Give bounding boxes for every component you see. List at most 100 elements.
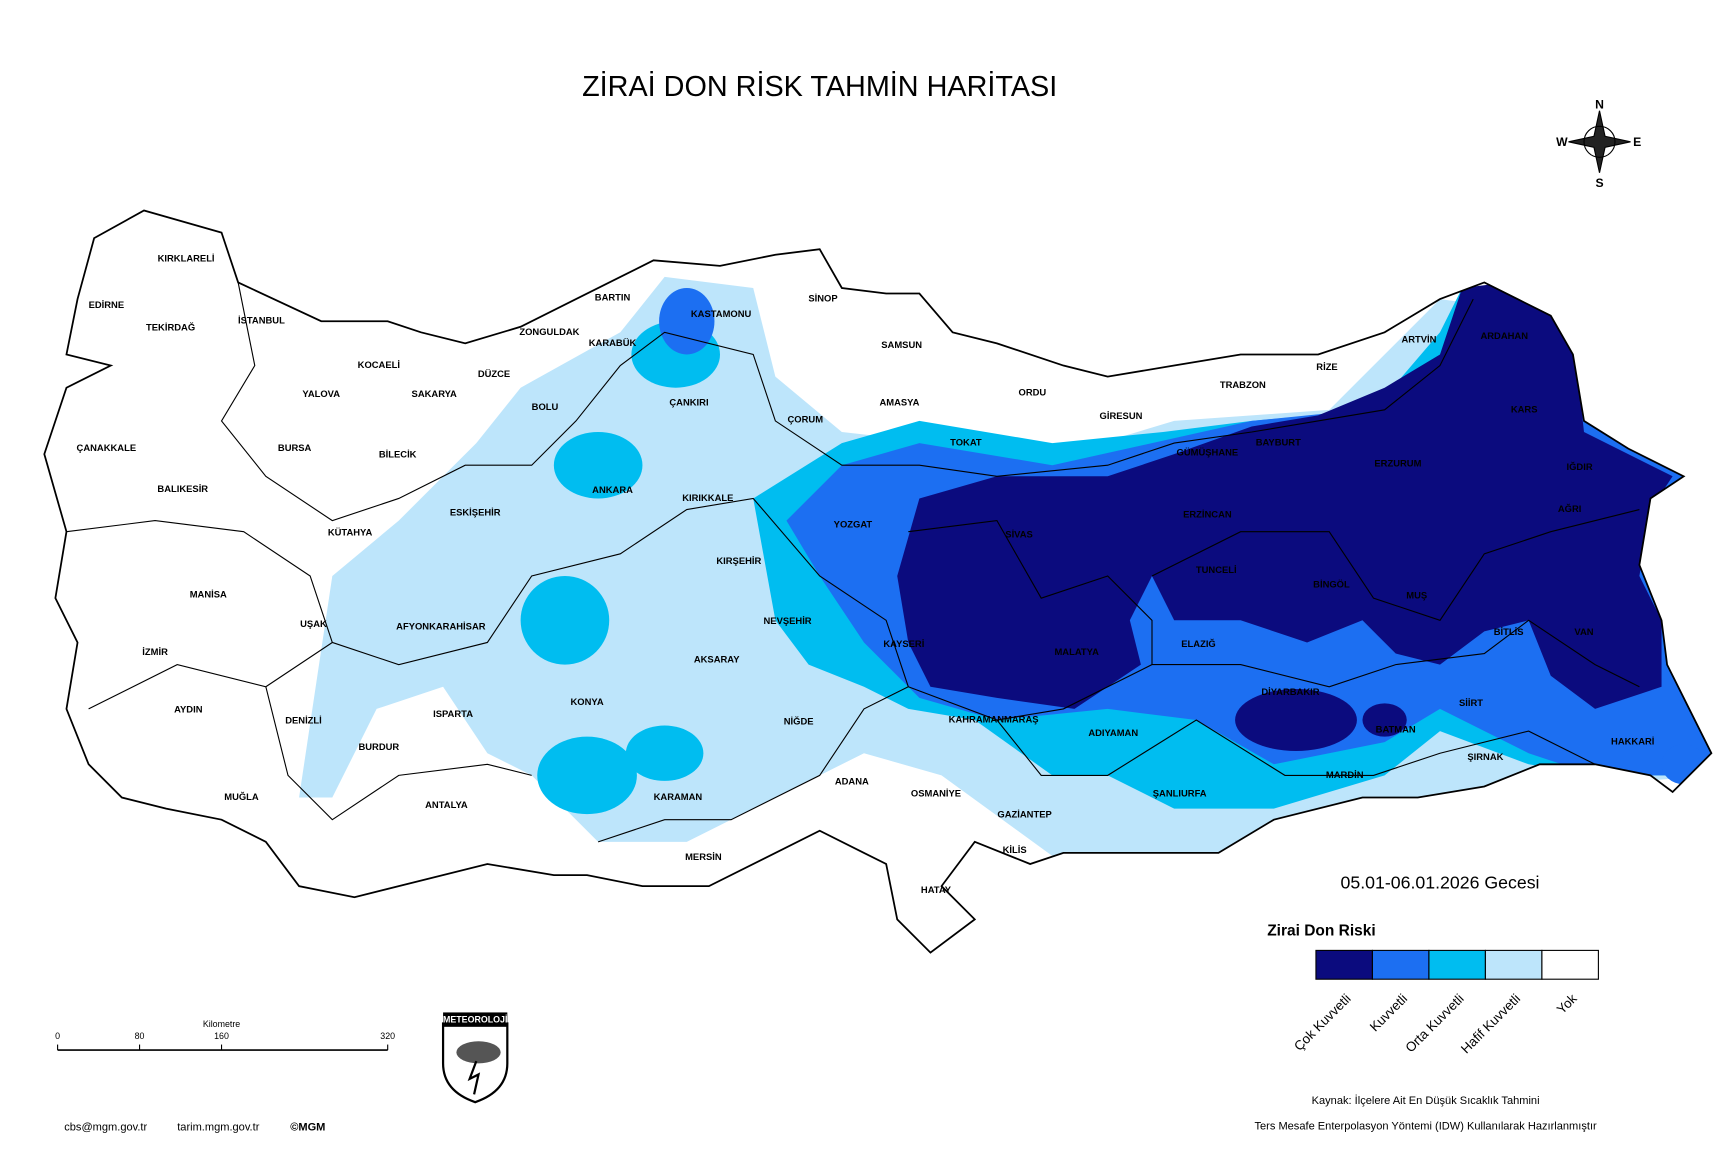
province-label: ANKARA [592,484,633,495]
province-label: ISPARTA [433,708,473,719]
province-label: ZONGULDAK [519,326,579,337]
province-label: BARTIN [595,291,631,302]
province-label: SAMSUN [881,339,922,350]
risk-zone [1235,688,1357,752]
province-label: ERZURUM [1374,458,1421,469]
province-label: ANTALYA [425,799,468,810]
province-label: UŞAK [300,618,327,629]
date-label: 05.01-06.01.2026 Gecesi [1341,873,1540,893]
province-label: KIRIKKALE [682,492,733,503]
province-label: KAHRAMANMARAŞ [949,713,1039,724]
province-label: BALIKESİR [157,483,208,494]
province-label: SİİRT [1459,697,1483,708]
province-label: ERZİNCAN [1183,509,1232,520]
province-label: ADANA [835,776,869,787]
province-label: ESKİŞEHİR [450,506,501,517]
province-label: ŞANLIURFA [1153,788,1207,799]
province-label: DÜZCE [478,368,510,379]
legend-swatch [1315,949,1373,980]
province-label: NİĞDE [784,716,814,727]
province-label: OSMANİYE [911,788,961,799]
province-borders [66,282,1640,843]
province-label: MANİSA [190,588,227,599]
province-label: BURDUR [358,741,399,752]
source-line-2: Ters Mesafe Enterpolasyon Yöntemi (IDW) … [1254,1120,1597,1132]
scale-tick-label: 160 [214,1031,229,1041]
risk-zone [553,432,643,499]
source-line-1: Kaynak: İlçelere Ait En Düşük Sıcaklık T… [1312,1094,1540,1107]
province-label: BİLECİK [379,449,417,460]
province-label: TOKAT [950,437,982,448]
scale-bar: Kilometre 0 80 160 320 [55,1019,395,1051]
legend-swatch [1484,949,1543,980]
legend-label: Hafif Kuvvetli [1458,991,1523,1056]
compass-w: W [1556,135,1568,149]
province-label: AKSARAY [694,654,740,665]
compass-s: S [1595,176,1603,190]
province-label: İZMİR [142,646,168,657]
province-label: SİVAS [1005,528,1033,539]
province-label: MERSİN [685,851,722,862]
province-label: SİNOP [808,293,837,304]
province-label: GÜMÜŞHANE [1177,447,1239,458]
risk-zone [1362,703,1407,737]
province-label: KONYA [571,696,604,707]
compass: N W E S [1556,97,1641,190]
risk-zone [520,576,610,665]
province-label: YALOVA [302,388,340,399]
province-label: İSTANBUL [238,315,285,326]
province-label: HAKKARİ [1611,736,1654,747]
province-label: MALATYA [1054,646,1099,657]
province-label: TUNCELİ [1196,564,1237,575]
province-label: YOZGAT [834,519,873,530]
scale-tick-label: 0 [55,1031,60,1041]
logo: METEOROLOJİ [441,1012,509,1104]
risk-zone [659,288,715,355]
province-label: KOCAELİ [358,359,400,370]
province-label: AYDIN [174,704,203,715]
scale-tick-label: 320 [380,1031,395,1041]
province-label: EDİRNE [89,299,125,310]
province-label: KÜTAHYA [328,526,373,537]
province-label: TEKİRDAĞ [146,321,195,332]
province-label: ORDU [1019,387,1047,398]
province-label: GAZİANTEP [997,809,1051,820]
province-label: KARABÜK [589,337,637,348]
province-label: ŞIRNAK [1467,751,1503,762]
province-label: KAYSERİ [883,638,924,649]
province-label: MUĞLA [224,791,259,802]
province-label: SAKARYA [412,388,458,399]
footer-email: cbs@mgm.gov.tr [64,1122,147,1134]
province-label: DENİZLİ [285,715,322,726]
province-label: BİNGÖL [1313,578,1350,589]
legend-swatch [1371,949,1430,980]
logo-text: METEOROLOJİ [443,1015,507,1025]
legend-swatch [1541,949,1599,980]
country-border [43,209,1713,954]
province-label: VAN [1574,626,1593,637]
province-label: ARDAHAN [1480,330,1528,341]
province-label: KARS [1511,403,1538,414]
province-label: DİYARBAKIR [1261,686,1319,697]
province-label: MUŞ [1406,589,1427,600]
legend-label: Kuvvetli [1367,991,1411,1035]
map-title: ZİRAİ DON RİSK TAHMİN HARİTASI [582,70,1057,103]
province-label: TRABZON [1220,379,1266,390]
province-label: AFYONKARAHİSAR [396,620,486,631]
province-label: BOLU [532,401,559,412]
province-label: ADIYAMAN [1088,727,1138,738]
province-label: KASTAMONU [691,308,752,319]
risk-zone [625,725,704,781]
province-label: AĞRI [1558,503,1582,514]
province-label: ÇORUM [788,413,824,424]
province-label: BAYBURT [1256,437,1301,448]
risk-zone [897,282,1673,709]
province-label: IĞDIR [1566,461,1592,472]
province-label: ÇANKIRI [669,397,708,408]
province-label: BİTLİS [1494,626,1524,637]
legend-swatch [1428,949,1486,980]
province-label: KIRKLARELİ [158,253,215,264]
province-label: ÇANAKKALE [77,442,137,453]
legend-label: Yok [1554,991,1580,1017]
